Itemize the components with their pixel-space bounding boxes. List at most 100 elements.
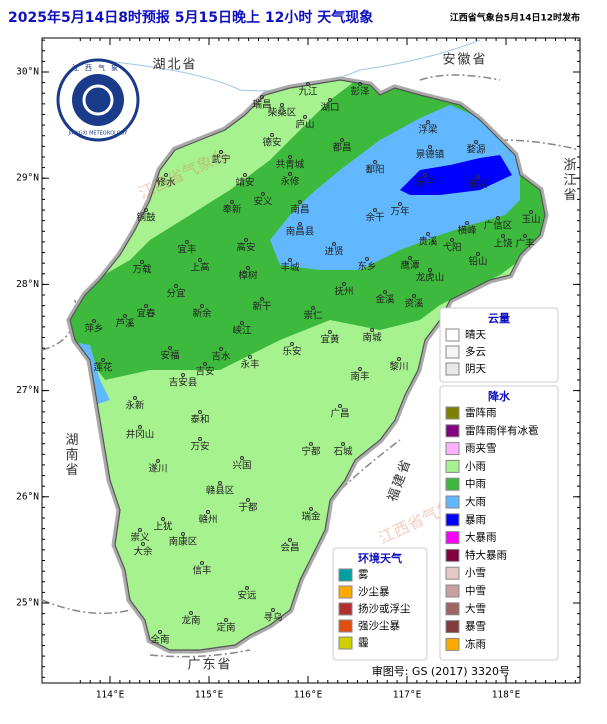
logo: 江西气象 JIANGXI METEOROLOGY [56,58,140,142]
city-dot [309,442,313,446]
city-dot [397,357,401,361]
city-dot [476,175,480,179]
legend-swatch [445,620,460,634]
city-dot [140,260,144,264]
city-label: 都昌 [332,143,351,154]
legend-label: 暴雪 [465,621,486,633]
lat-tick-label: 30°N [16,67,39,78]
city-dot [288,538,292,542]
city-dot [248,355,252,359]
city-dot [219,347,223,351]
city-dot [328,330,332,334]
zone-rainstorm [400,155,512,195]
city-dot [365,257,369,261]
city-label: 资溪 [404,298,424,310]
city-label: 铅山 [468,256,487,268]
legend-swatch [445,548,460,562]
city-label: 永丰 [240,359,259,371]
city-dot [474,140,478,144]
city-dot [198,258,202,262]
legend-label: 中雨 [465,477,486,490]
title: 2025年5月14日8时预报 5月15日晚上 12小时 天气现象 [8,9,373,26]
legend-label: 大暴雨 [465,531,497,544]
city-label: 瑞昌 [252,99,271,111]
city-dot [412,294,416,298]
city-dot [144,208,148,212]
city-dot [328,98,332,102]
legend-box [439,307,559,383]
city-label: 龙虎山 [416,272,445,284]
legend-label: 阴天 [465,363,486,375]
city-label: 万年 [390,206,410,218]
city-dot [306,82,310,86]
legend-swatch [338,585,353,599]
city-label: 金溪 [375,294,395,306]
city-dot [423,173,427,177]
city-dot [496,216,500,220]
city-label: 奉新 [222,204,242,216]
city-label: 柴桑区 [268,107,297,119]
legend-label: 雾 [358,569,369,581]
city-dot [138,425,142,429]
city-label: 丰城 [280,262,300,274]
city-dot [298,222,302,226]
city-dot [240,321,244,325]
city-label: 乐平 [415,177,435,189]
legend-box [439,385,559,661]
city-label: 乐安 [282,346,301,358]
legend-box [332,547,428,661]
legend-label: 霾 [358,637,369,649]
city-label: 樟树 [238,270,258,282]
city-label: 余干 [365,212,384,224]
legend-swatch [445,442,460,456]
city-dot [92,319,96,323]
city-label: 峡江 [232,325,252,337]
city-dot [280,103,284,107]
city-dot [244,238,248,242]
province-label: 湖南省 [63,433,79,478]
city-label: 莲花 [93,362,113,374]
lat-tick-label: 29°N [16,173,39,184]
city-dot [206,510,210,514]
city-label: 铜鼓 [136,212,156,224]
city-label: 龙南 [181,615,200,627]
city-label: 吉水 [211,351,231,363]
city-dot [341,442,345,446]
city-label: 黎川 [389,361,408,373]
city-label: 宁都 [301,446,321,458]
legend-swatch [445,495,460,509]
city-dot [260,95,264,99]
city-label: 大余 [133,546,153,558]
city-dot [428,268,432,272]
city-dot [245,586,249,590]
city-label: 赣县区 [206,485,235,497]
city-dot [271,608,275,612]
city-dot [243,173,247,177]
city-dot [298,200,302,204]
city-label: 萍乡 [84,324,103,335]
legend-label: 特大暴雨 [465,548,507,561]
city-dot [428,145,432,149]
legend-swatch [445,477,460,491]
city-label: 全南 [150,634,169,646]
city-label: 新干 [252,301,271,313]
city-label: 弋阳 [442,242,461,254]
legend-swatch [445,459,460,473]
legend-swatch [445,345,460,359]
city-label: 东乡 [357,261,376,273]
city-dot [189,611,193,615]
legend-label: 小雪 [465,567,486,579]
city-label: 永修 [280,176,300,188]
city-label: 南昌 [290,204,309,216]
city-label: 崇义 [130,533,150,544]
city-dot [198,437,202,441]
city-dot [144,304,148,308]
city-label: 庐山 [295,119,314,131]
legend-label: 大雪 [465,602,486,615]
city-dot [246,498,250,502]
province-label: 湖北省 [152,58,197,73]
city-dot [450,238,454,242]
city-dot [373,160,377,164]
legend-label: 多云 [465,345,486,358]
city-dot [181,373,185,377]
